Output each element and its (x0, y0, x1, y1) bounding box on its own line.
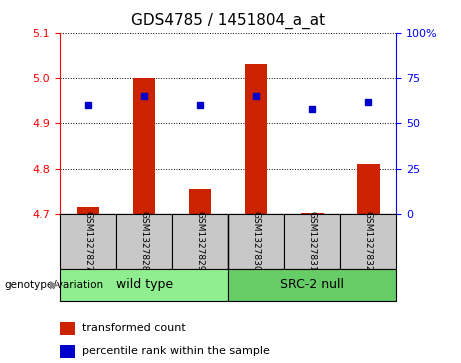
Text: GSM1327828: GSM1327828 (140, 211, 148, 272)
Text: genotype/variation: genotype/variation (5, 280, 104, 290)
Bar (228, 269, 396, 301)
Text: ▶: ▶ (50, 280, 59, 290)
Bar (60, 322, 75, 335)
Text: GSM1327830: GSM1327830 (252, 211, 261, 272)
Text: SRC-2 null: SRC-2 null (280, 278, 344, 291)
Bar (245, 64, 267, 214)
Bar (116, 214, 172, 269)
Bar (60, 214, 116, 269)
Bar (284, 214, 340, 269)
Bar (60, 345, 75, 358)
Bar (189, 189, 211, 214)
Bar (133, 78, 155, 214)
Bar (301, 213, 324, 214)
Title: GDS4785 / 1451804_a_at: GDS4785 / 1451804_a_at (131, 12, 325, 29)
Bar (77, 207, 99, 214)
Bar (172, 214, 228, 269)
Text: percentile rank within the sample: percentile rank within the sample (82, 346, 270, 356)
Text: GSM1327829: GSM1327829 (195, 211, 205, 272)
Text: GSM1327832: GSM1327832 (364, 211, 373, 272)
Text: GSM1327827: GSM1327827 (83, 211, 93, 272)
Text: GSM1327831: GSM1327831 (308, 211, 317, 272)
Text: wild type: wild type (116, 278, 172, 291)
Bar (340, 214, 396, 269)
Bar (60, 269, 228, 301)
Bar (228, 214, 284, 269)
Text: transformed count: transformed count (82, 323, 186, 334)
Bar (357, 164, 379, 214)
